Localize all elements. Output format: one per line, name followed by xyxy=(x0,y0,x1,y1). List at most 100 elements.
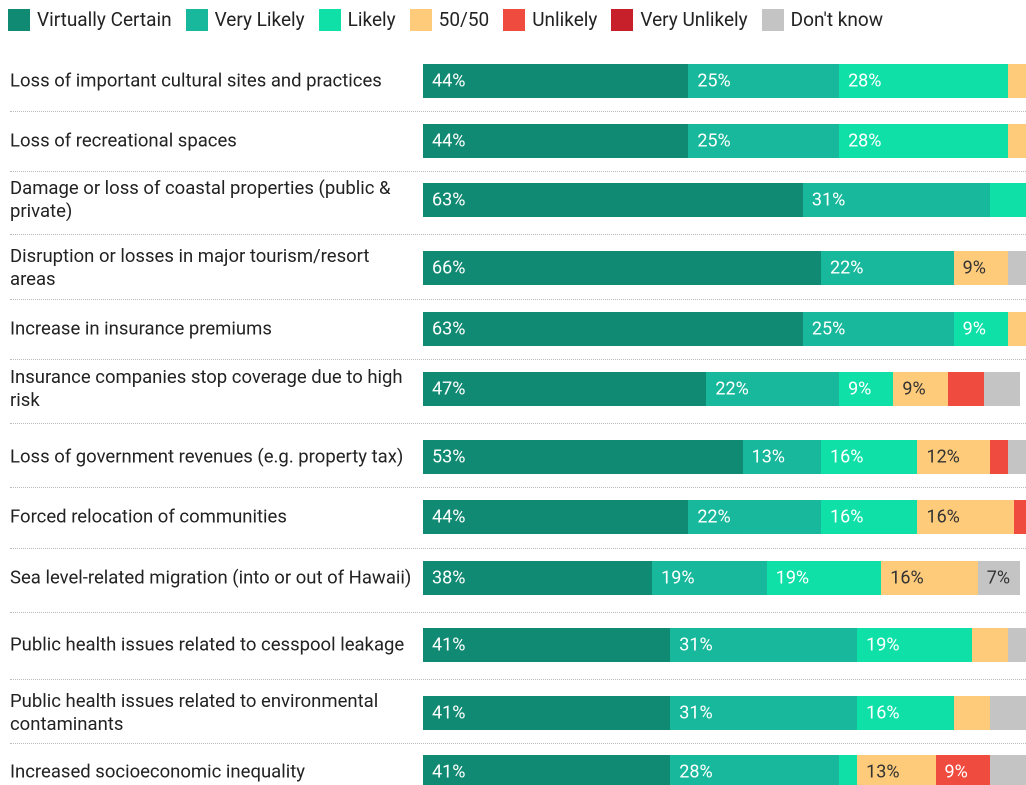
category-label: Increased socioeconomic inequality xyxy=(10,760,306,783)
bar-segment xyxy=(423,183,803,217)
value-label: 31% xyxy=(679,702,713,724)
bar-segment xyxy=(917,500,1014,534)
bar-segment xyxy=(820,440,918,474)
legend-label: Unlikely xyxy=(532,8,598,31)
legend-swatch xyxy=(318,8,341,31)
value-label: 9% xyxy=(962,257,986,279)
bar-segment xyxy=(1007,440,1026,474)
row-separator xyxy=(10,298,1026,300)
bar-segment xyxy=(742,440,821,474)
row-separator xyxy=(10,423,1026,424)
row-separator xyxy=(10,170,1026,172)
bar-segment xyxy=(1007,312,1026,346)
bar-segment xyxy=(688,64,840,98)
row-separator xyxy=(10,359,1026,360)
bar-segment xyxy=(947,372,984,406)
value-label: 9% xyxy=(962,318,986,340)
value-label: 63% xyxy=(432,189,466,211)
value-label: 12% xyxy=(926,446,960,468)
bar-segment xyxy=(670,755,840,785)
bar-segment xyxy=(423,500,689,534)
bar-segment xyxy=(989,440,1008,474)
category-label: Forced relocation of communities xyxy=(10,505,287,528)
value-label: 44% xyxy=(432,130,466,152)
legend-label: Virtually Certain xyxy=(37,8,172,31)
legend-label: Don't know xyxy=(790,8,883,31)
bar-segment xyxy=(802,312,954,346)
value-label: 31% xyxy=(679,634,713,656)
bar-segment xyxy=(670,696,858,730)
category-label: Public health issues related to cesspool… xyxy=(10,633,405,656)
bar-segment xyxy=(953,251,1008,285)
bar-segment xyxy=(857,628,972,662)
bar-segment xyxy=(423,64,689,98)
bar-segment xyxy=(423,372,707,406)
legend-item: Don't know xyxy=(761,8,883,31)
value-label: 19% xyxy=(775,567,810,589)
value-label: 28% xyxy=(848,130,882,152)
row-separator xyxy=(10,234,1026,235)
legend-label: Very Unlikely xyxy=(640,8,748,31)
bar-segment xyxy=(857,696,954,730)
bar-segment xyxy=(1007,124,1026,158)
bar-segment xyxy=(989,755,1026,785)
category-label: Damage or loss of coastal properties (pu… xyxy=(10,177,391,222)
legend-label: 50/50 xyxy=(438,8,490,31)
bar-segment xyxy=(953,312,1008,346)
bar-segment xyxy=(802,183,990,217)
row-separator xyxy=(10,487,1026,488)
value-label: 22% xyxy=(715,378,749,400)
value-label: 16% xyxy=(866,702,900,724)
value-label: 9% xyxy=(848,378,872,400)
bar-segment xyxy=(820,500,918,534)
bar-segment xyxy=(1007,64,1026,98)
bar-segment xyxy=(857,755,936,785)
legend-item: Virtually Certain xyxy=(8,8,172,31)
value-label: 44% xyxy=(432,506,466,528)
value-label: 63% xyxy=(432,318,466,340)
bar-segment xyxy=(953,696,990,730)
value-label: 53% xyxy=(432,446,466,468)
bar-segment xyxy=(688,500,821,534)
bar-segment xyxy=(423,561,653,595)
value-label: 16% xyxy=(926,506,960,528)
value-label: 41% xyxy=(432,702,466,724)
category-label: Insurance companies stop coverage due to… xyxy=(10,366,403,411)
category-label: Loss of government revenues (e.g. proper… xyxy=(10,445,404,468)
value-label: 25% xyxy=(697,130,731,152)
value-label: 47% xyxy=(432,378,466,400)
value-label: 66% xyxy=(432,257,466,279)
legend-swatch xyxy=(185,8,208,31)
bar-segment xyxy=(1007,251,1026,285)
legend-item: Very Likely xyxy=(185,8,305,31)
category-label: Increase in insurance premiums xyxy=(10,317,272,340)
row-separator xyxy=(10,679,1026,680)
legend-label: Likely xyxy=(347,8,396,31)
category-label: Public health issues related to environm… xyxy=(10,690,379,735)
row-separator xyxy=(10,547,1026,549)
bar-segment xyxy=(839,64,1008,98)
value-label: 19% xyxy=(866,634,900,656)
legend-item: Unlikely xyxy=(503,8,597,31)
value-label: 41% xyxy=(432,761,466,783)
bar-segment xyxy=(893,372,948,406)
row-separator xyxy=(10,111,1026,112)
value-label: 22% xyxy=(829,257,864,279)
category-label: Disruption or losses in major tourism/re… xyxy=(10,245,370,290)
bar-segment xyxy=(766,561,882,595)
bar-segment xyxy=(1013,500,1026,534)
bar-segment xyxy=(935,755,990,785)
value-label: 13% xyxy=(751,446,785,468)
legend-item: Likely xyxy=(318,8,396,31)
bar-segment xyxy=(977,561,1020,595)
legend-swatch xyxy=(8,8,30,31)
row-separator xyxy=(10,742,1026,744)
row-separator xyxy=(10,611,1026,613)
bar-segment xyxy=(670,628,858,662)
bar-segment xyxy=(652,561,767,595)
bar-segment xyxy=(423,755,671,785)
value-label: 9% xyxy=(944,761,968,783)
bar-segment xyxy=(706,372,840,406)
bar-segment xyxy=(820,251,954,285)
